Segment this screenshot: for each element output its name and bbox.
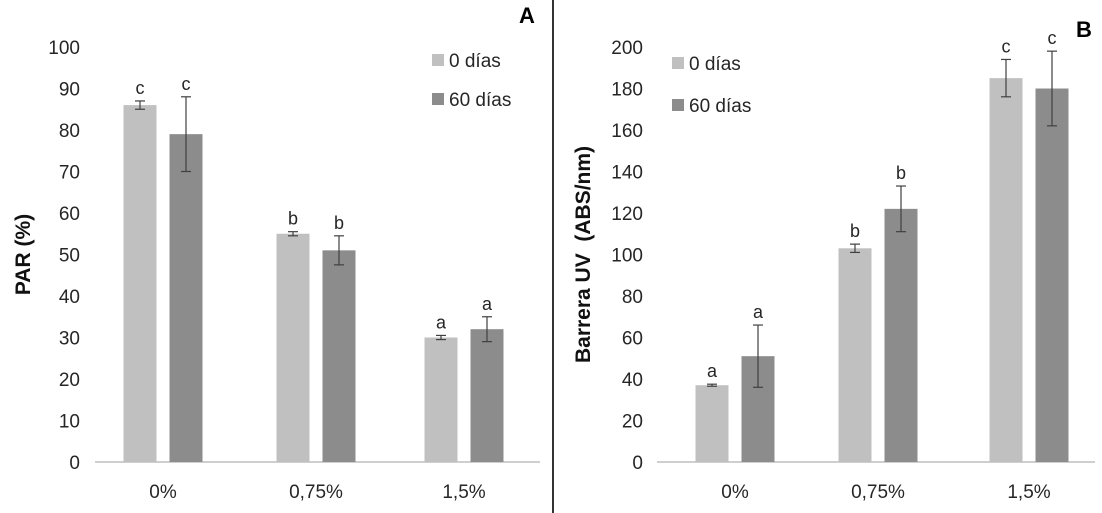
y-tick-label: 80 <box>622 287 643 308</box>
x-tick-label: 1,5% <box>1007 482 1050 503</box>
legend-swatch <box>672 57 684 69</box>
legend-label: 0 días <box>449 51 501 72</box>
y-axis-label: PAR (%) <box>12 214 35 295</box>
significance-letter: c <box>1048 28 1057 48</box>
bar <box>124 105 157 462</box>
bar <box>323 250 356 462</box>
bar <box>839 248 872 462</box>
y-tick-label: 20 <box>622 412 643 433</box>
legend-label: 0 días <box>689 54 741 75</box>
legend-swatch <box>432 54 444 66</box>
bar <box>471 329 504 462</box>
x-tick-label: 1,5% <box>442 482 485 503</box>
significance-letter: a <box>482 294 493 314</box>
y-tick-label: 10 <box>59 412 80 433</box>
y-tick-label: 40 <box>59 287 80 308</box>
y-tick-label: 20 <box>59 370 80 391</box>
significance-letter: a <box>436 312 447 332</box>
bar <box>277 234 310 462</box>
y-tick-label: 90 <box>59 80 80 101</box>
y-tick-label: 60 <box>59 204 80 225</box>
y-tick-label: 140 <box>611 163 643 184</box>
significance-letter: b <box>288 209 298 229</box>
panel-label: B <box>1076 17 1092 42</box>
y-tick-label: 200 <box>611 38 643 59</box>
legend-swatch <box>432 93 444 105</box>
y-axis-label: Barrera UV (ABS/nm) <box>572 146 595 363</box>
y-tick-label: 40 <box>622 370 643 391</box>
bar <box>170 134 203 462</box>
bar <box>990 78 1023 462</box>
y-tick-label: 100 <box>48 38 80 59</box>
y-tick-label: 0 <box>632 453 643 474</box>
y-tick-label: 60 <box>622 329 643 350</box>
x-tick-label: 0,75% <box>851 482 905 503</box>
significance-letter: a <box>753 302 764 322</box>
significance-letter: c <box>182 74 191 94</box>
x-tick-label: 0% <box>721 482 749 503</box>
significance-letter: b <box>334 213 344 233</box>
y-tick-label: 80 <box>59 121 80 142</box>
significance-letter: a <box>707 361 718 381</box>
significance-letter: c <box>136 78 145 98</box>
legend-swatch <box>672 99 684 111</box>
bar <box>425 338 458 463</box>
legend-label: 60 días <box>449 90 511 111</box>
panel-a: 0 10 20 30 40 50 60 70 80 90 100 PAR (%) A 0% 0,75% 1,5… <box>12 3 540 503</box>
legend-label: 60 días <box>689 96 751 117</box>
significance-letter: b <box>896 163 906 183</box>
y-tick-label: 70 <box>59 163 80 184</box>
y-tick-label: 120 <box>611 204 643 225</box>
significance-letter: c <box>1002 36 1011 56</box>
y-tick-label: 50 <box>59 246 80 267</box>
y-tick-label: 160 <box>611 121 643 142</box>
y-tick-label: 180 <box>611 80 643 101</box>
y-tick-label: 0 <box>69 453 80 474</box>
x-tick-label: 0,75% <box>289 482 343 503</box>
significance-letter: b <box>850 221 860 241</box>
x-tick-label: 0% <box>149 482 177 503</box>
y-tick-label: 30 <box>59 329 80 350</box>
bar <box>1036 89 1069 463</box>
panel-b: 0 20 40 60 80 100 120 140 160 180 200 Barrera UV (A… <box>572 17 1095 503</box>
y-tick-label: 100 <box>611 246 643 267</box>
panel-label: A <box>519 3 535 28</box>
bar <box>696 385 729 462</box>
bar <box>885 209 918 462</box>
